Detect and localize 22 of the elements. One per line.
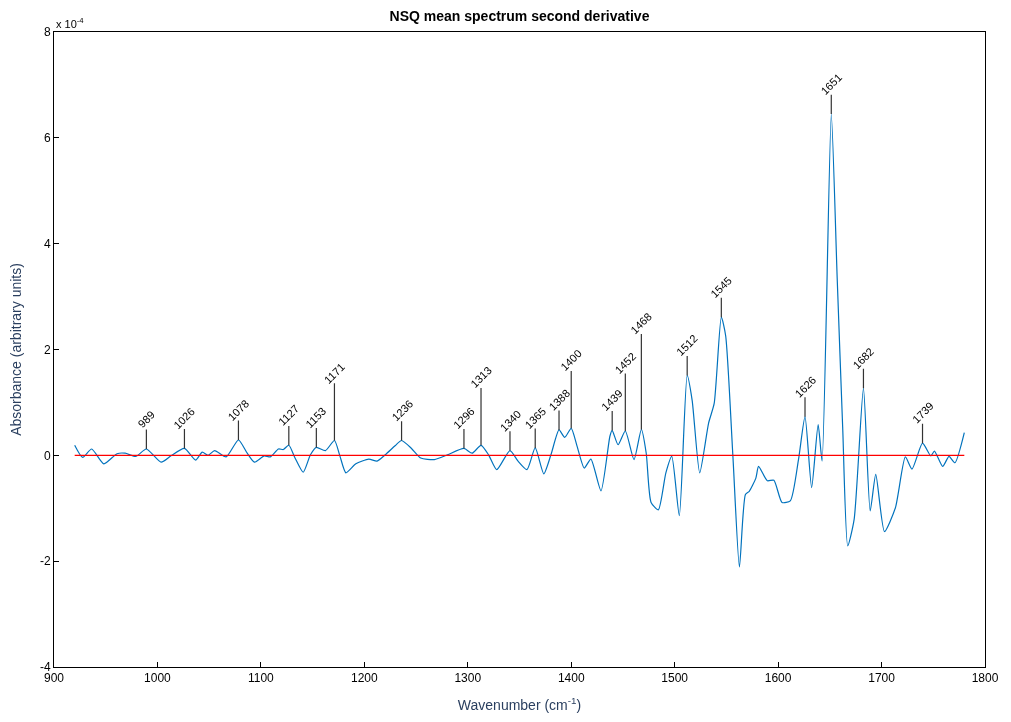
y-tick-label: 0	[43, 448, 51, 463]
x-tick-label: 1100	[247, 671, 275, 686]
x-tick-label: 1700	[868, 671, 896, 686]
text: x 10$^{-4}$	[56, 16, 85, 30]
x-tick-label: 1400	[557, 671, 585, 686]
y-tick-label: -2	[39, 554, 51, 569]
x-tick-label: 1300	[454, 671, 482, 686]
y-tick-label: 6	[43, 131, 51, 146]
annotation: 989	[135, 408, 157, 430]
x-tick-label: 1200	[350, 671, 378, 686]
y-tick-label: 8	[43, 25, 51, 40]
x-tick-label: 1500	[661, 671, 689, 686]
x-axis-title: Wavenumber (cm$^{-1}$)	[457, 694, 582, 713]
x-tick-label: 1000	[144, 671, 172, 686]
x-tick-label: 1600	[764, 671, 792, 686]
y-tick-label: 2	[43, 342, 51, 357]
y-axis-title: Absorbance (arbitrary units)	[7, 263, 24, 436]
y-tick-label: 4	[43, 236, 51, 251]
x-tick-label: 1800	[971, 671, 999, 686]
line-series	[74, 113, 965, 568]
x-tick-label: 900	[43, 671, 65, 686]
chart-title: NSQ mean spectrum second derivative	[389, 7, 650, 24]
